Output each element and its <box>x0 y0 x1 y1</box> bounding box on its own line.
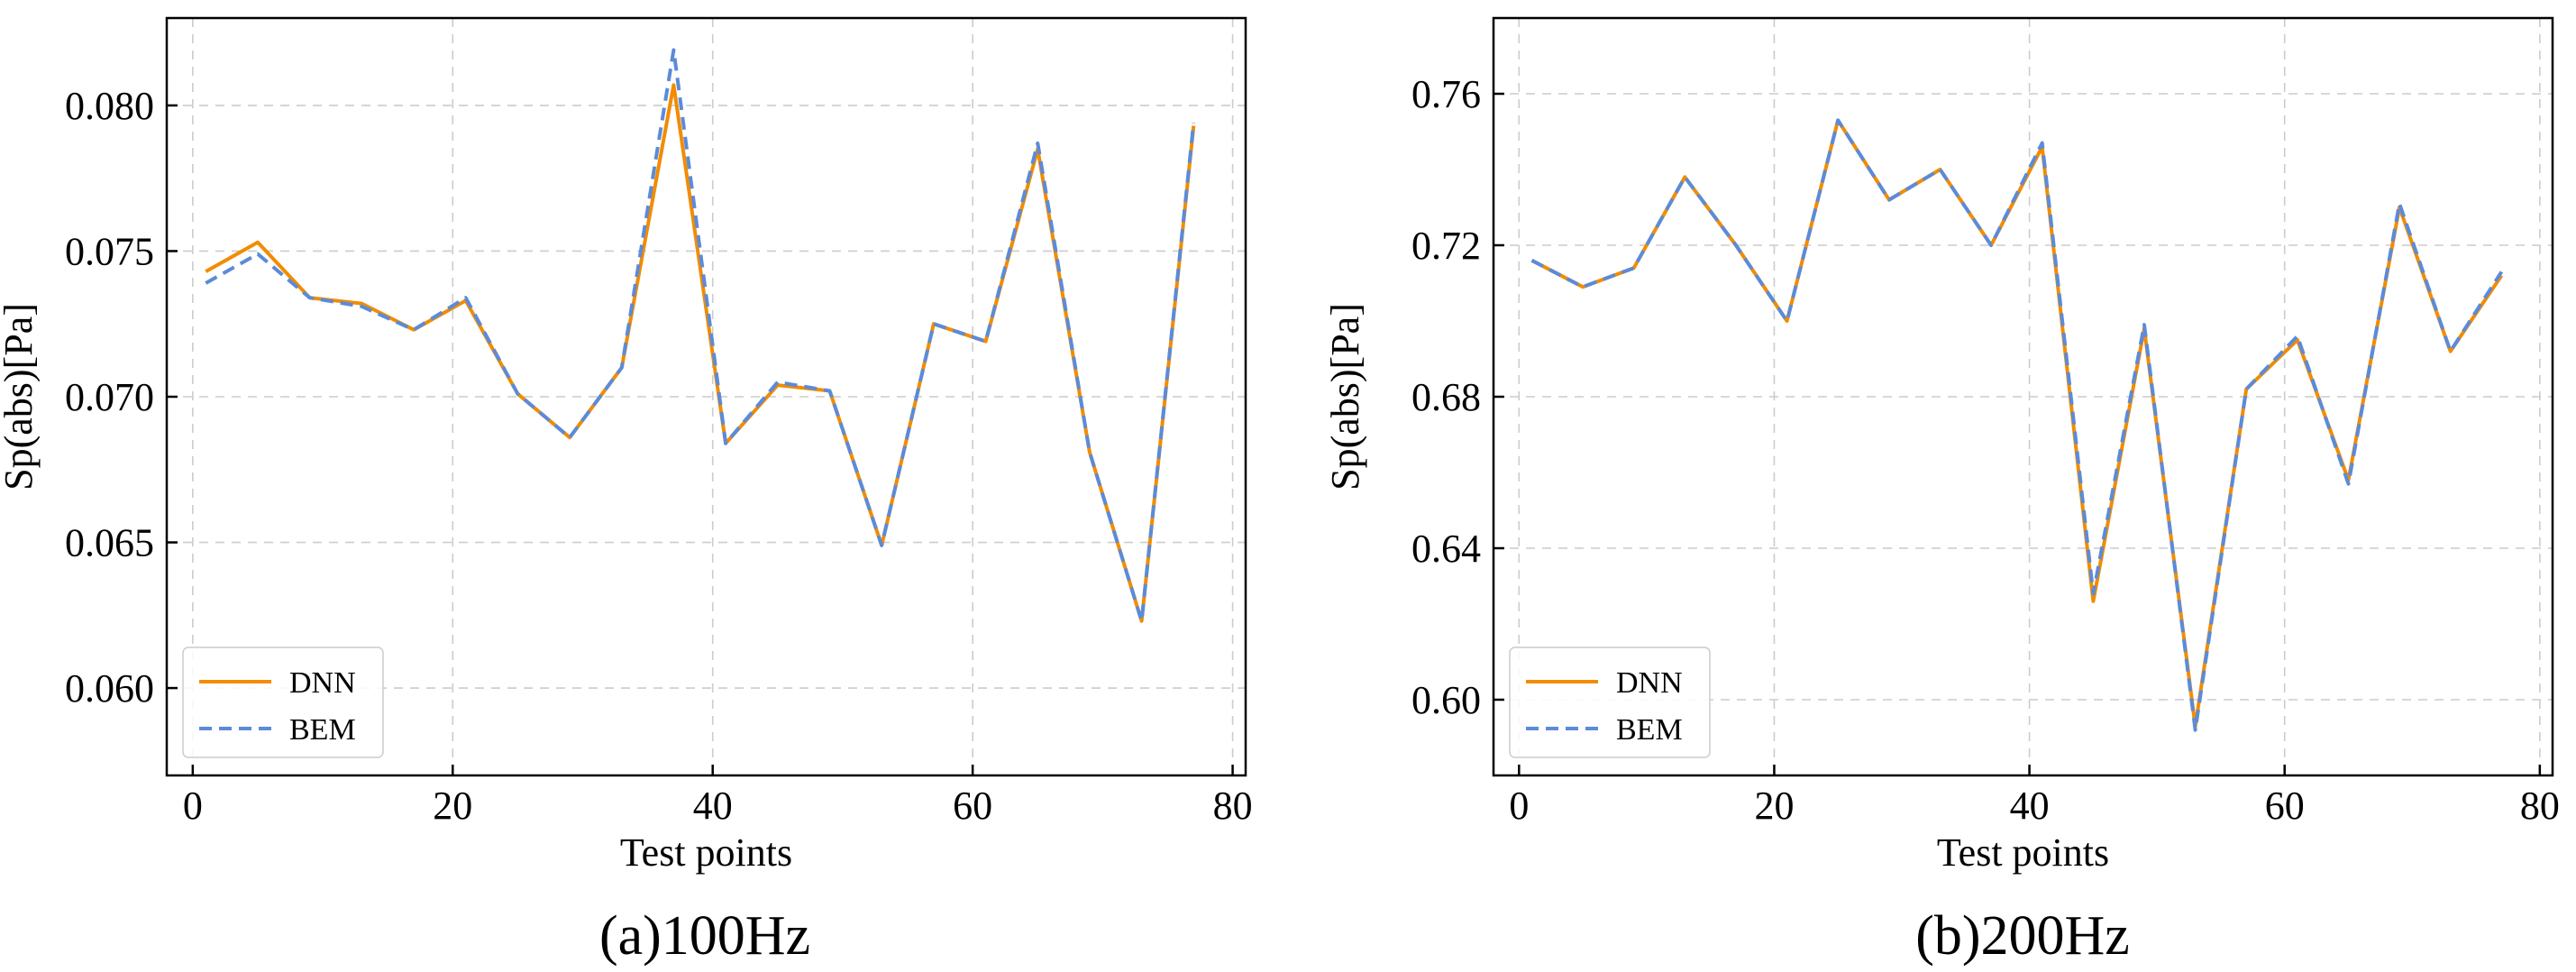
y-tick-label: 0.68 <box>1411 375 1481 419</box>
x-tick-label: 0 <box>1509 784 1529 828</box>
legend-label-bem: BEM <box>289 713 356 747</box>
x-tick-label: 0 <box>183 784 203 828</box>
x-tick-label: 20 <box>1754 784 1794 828</box>
legend: DNN BEM <box>182 646 384 758</box>
x-axis-label: Test points <box>1937 830 2109 875</box>
x-tick-label: 60 <box>2265 784 2305 828</box>
y-tick-label: 0.070 <box>65 375 154 419</box>
legend-label-dnn: DNN <box>1616 666 1683 700</box>
y-tick-label: 0.76 <box>1411 72 1481 116</box>
chart-panel-100hz: 0 20 40 60 80 0.060 0.065 0.070 0.075 0.080 Test p… <box>0 16 1253 967</box>
legend-box <box>182 646 384 758</box>
y-tick-label: 0.60 <box>1411 678 1481 722</box>
grid <box>167 18 1246 775</box>
x-tick-label: 40 <box>2010 784 2050 828</box>
y-tick-label: 0.080 <box>65 84 154 128</box>
grid <box>1494 18 2553 775</box>
y-axis-label: Sp(abs)[Pa] <box>1323 303 1367 491</box>
chart-caption: (a)100Hz <box>599 905 810 967</box>
legend-label-bem: BEM <box>1616 713 1683 747</box>
x-axis-label: Test points <box>620 830 792 875</box>
series-line-dnn <box>1530 118 2504 729</box>
chart-caption: (b)200Hz <box>1915 905 2130 967</box>
series-line-bem <box>205 48 1196 623</box>
y-tick-label: 0.72 <box>1411 224 1481 268</box>
y-tick-label: 0.64 <box>1411 527 1481 571</box>
x-tick-label: 40 <box>693 784 733 828</box>
x-tick-label: 80 <box>2520 784 2560 828</box>
chart-panel-200hz: 0 20 40 60 80 0.60 0.64 0.68 0.72 0.76 Test points… <box>1323 16 2560 967</box>
legend: DNN BEM <box>1509 646 1711 758</box>
y-tick-label: 0.075 <box>65 229 154 273</box>
y-tick-label: 0.065 <box>65 521 154 565</box>
x-tick-label: 20 <box>433 784 472 828</box>
legend-box <box>1509 646 1711 758</box>
legend-label-dnn: DNN <box>289 666 356 700</box>
y-tick-label: 0.060 <box>65 666 154 711</box>
series-line-dnn <box>205 83 1196 623</box>
x-tick-label: 60 <box>953 784 992 828</box>
y-axis-label: Sp(abs)[Pa] <box>0 303 41 491</box>
x-tick-label: 80 <box>1213 784 1253 828</box>
series-line-bem <box>1530 118 2504 732</box>
